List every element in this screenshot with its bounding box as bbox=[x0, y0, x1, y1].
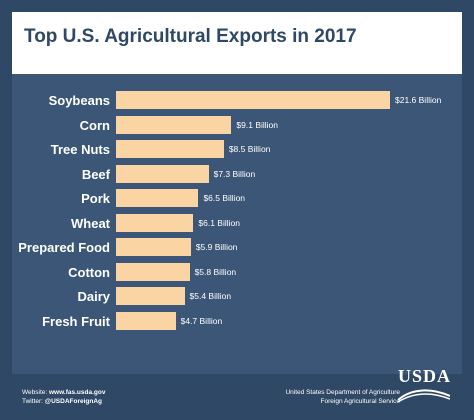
bar bbox=[116, 287, 185, 305]
bar bbox=[116, 115, 232, 134]
category-label: Soybeans bbox=[48, 93, 110, 108]
value-label: $5.9 Billion bbox=[195, 242, 238, 252]
bar bbox=[116, 189, 199, 207]
category-label: Cotton bbox=[68, 264, 110, 280]
category-label: Wheat bbox=[71, 215, 110, 231]
footer-department: United States Department of Agriculture … bbox=[285, 388, 400, 406]
value-label: $7.3 Billion bbox=[213, 168, 256, 179]
bar bbox=[116, 213, 194, 232]
department-name: United States Department of Agriculture bbox=[285, 389, 400, 396]
category-label: Prepared Food bbox=[18, 240, 110, 255]
category-label: Fresh Fruit bbox=[42, 313, 110, 329]
footer: Website: www.fas.usda.gov Twitter: @USDA… bbox=[12, 366, 462, 408]
bar bbox=[116, 91, 390, 109]
twitter-label: Twitter: bbox=[22, 398, 45, 405]
usda-logo: USDA bbox=[398, 366, 450, 402]
twitter-handle[interactable]: @USDAForeignAg bbox=[44, 398, 103, 405]
website-link[interactable]: www.fas.usda.gov bbox=[48, 389, 106, 396]
website-label: Website: bbox=[22, 389, 49, 396]
usda-logo-text: USDA bbox=[398, 366, 452, 386]
value-label: $8.5 Billion bbox=[228, 144, 271, 154]
usda-logo-landscape-icon bbox=[398, 389, 450, 402]
value-label: $9.1 Billion bbox=[236, 119, 279, 130]
chart-title: Top U.S. Agricultural Exports in 2017 bbox=[24, 26, 357, 47]
bar bbox=[116, 140, 224, 158]
category-label: Corn bbox=[79, 117, 110, 133]
category-label: Beef bbox=[81, 166, 110, 182]
footer-contact: Website: www.fas.usda.gov Twitter: @USDA… bbox=[22, 388, 105, 406]
value-label: $5.8 Billion bbox=[194, 266, 237, 277]
category-label: Dairy bbox=[77, 289, 110, 304]
bar bbox=[116, 262, 190, 281]
bar bbox=[116, 238, 191, 256]
category-label: Tree Nuts bbox=[50, 142, 110, 157]
value-label: $21.6 Billion bbox=[395, 95, 442, 105]
service-name: Foreign Agricultural Service bbox=[320, 398, 400, 405]
value-label: $6.5 Billion bbox=[203, 193, 246, 203]
value-label: $6.1 Billion bbox=[198, 217, 240, 228]
value-label: $4.7 Billion bbox=[180, 315, 223, 326]
value-label: $5.4 Billion bbox=[189, 291, 232, 301]
bar bbox=[116, 164, 209, 183]
chart-panel: Soybeans $21.6 Billion Corn $9.1 Billion Tre… bbox=[12, 74, 462, 374]
bar bbox=[116, 311, 176, 330]
category-label: Pork bbox=[81, 191, 110, 206]
